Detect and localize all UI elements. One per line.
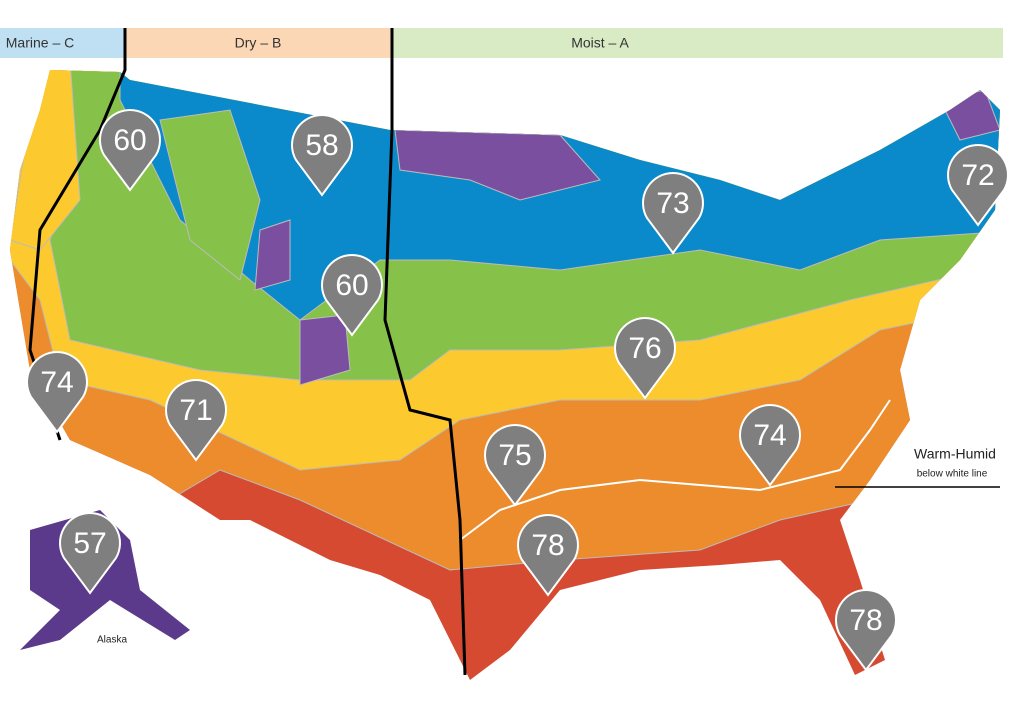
pin-shape (835, 589, 897, 672)
map-pin: 78 (517, 514, 579, 597)
region (299, 314, 351, 386)
pin-shape (321, 254, 383, 337)
pin-label: 57 (73, 527, 106, 560)
zone-band (0, 28, 125, 58)
pin-label: 78 (849, 604, 882, 637)
pin-shape (484, 424, 546, 507)
zone-band (125, 28, 392, 58)
zone-header: Marine – C Dry – B Moist – A (0, 28, 1003, 58)
pin-label: 71 (179, 394, 212, 427)
pin-label: 73 (656, 187, 689, 220)
map-pin: 74 (26, 351, 88, 434)
zone-label: Moist – A (571, 35, 629, 51)
map-pin: 75 (484, 424, 546, 507)
map-pin: 78 (835, 589, 897, 672)
region (10, 70, 81, 251)
pin-shape (165, 379, 227, 462)
pin-label: 58 (305, 129, 338, 162)
map-pin: 57 (59, 512, 121, 595)
region (394, 129, 601, 201)
zone-boundary (383, 28, 467, 676)
pin-shape (517, 514, 579, 597)
pin-shape (739, 404, 801, 487)
zone-label: Dry – B (235, 35, 282, 51)
pin-shape (642, 172, 704, 255)
region (159, 109, 261, 281)
pin-shape (947, 144, 1009, 227)
map-pin: 60 (321, 254, 383, 337)
pin-label: 75 (498, 439, 531, 472)
pin-shape (614, 317, 676, 400)
annotation-subtitle: below white line (917, 469, 988, 480)
map-pin: 73 (642, 172, 704, 255)
pin-label: 74 (753, 419, 786, 452)
zone-label: Marine – C (6, 35, 74, 51)
pin-label: 78 (531, 529, 564, 562)
pin-label: 72 (961, 159, 994, 192)
map-pin: 71 (165, 379, 227, 462)
pin-shape (99, 109, 161, 192)
pin-label: 60 (113, 124, 146, 157)
map-pin: 74 (739, 404, 801, 487)
map-pin: 60 (99, 109, 161, 192)
pin-label: 60 (335, 269, 368, 302)
pin-shape (291, 114, 353, 197)
map-pin: 76 (614, 317, 676, 400)
map-pin: 72 (947, 144, 1009, 227)
map-pin: 58 (291, 114, 353, 197)
pin-shape (26, 351, 88, 434)
zone-band (392, 28, 1003, 58)
region (254, 219, 291, 291)
pin-label: 74 (40, 366, 73, 399)
pins: 60 58 73 72 60 76 74 71 75 74 57 78 78 (26, 109, 1009, 672)
inset-label: Alaska (97, 635, 127, 646)
pin-shape (59, 512, 121, 595)
pin-label: 76 (628, 332, 661, 365)
warm-humid-line (459, 399, 891, 541)
annotation-title: Warm-Humid (914, 446, 996, 462)
